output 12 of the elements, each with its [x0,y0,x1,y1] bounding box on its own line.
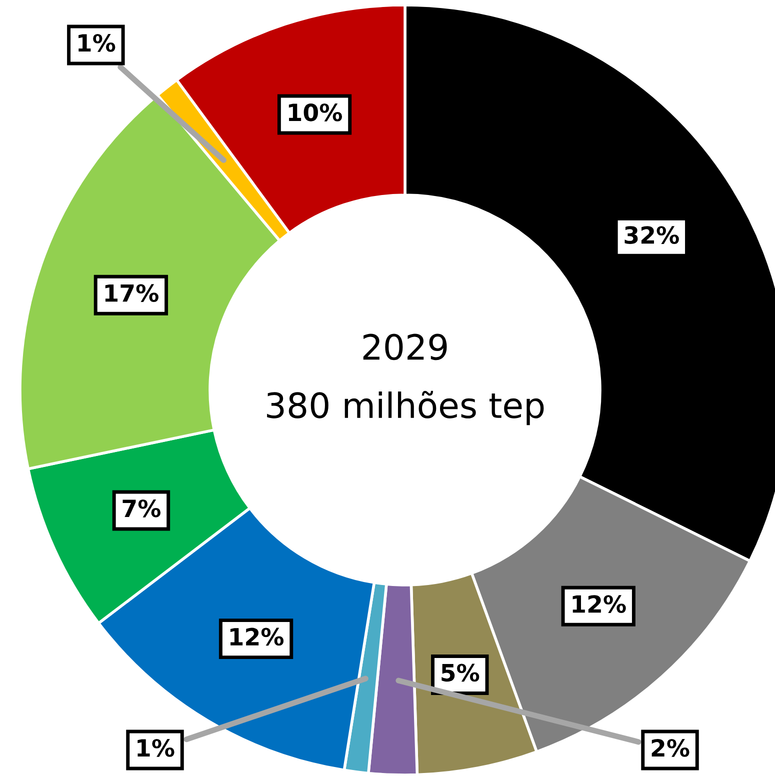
data-label: 1% [78,34,116,52]
data-label: 7% [122,499,160,518]
data-label: 32% [624,226,679,244]
data-label: 12% [572,595,626,613]
data-label: 5% [442,664,480,682]
text: 2029 [363,334,447,360]
data-label: 17% [105,284,158,302]
text: 380 milhões tep [267,390,544,426]
data-label: 2% [652,738,690,757]
data-label: 1% [138,738,174,757]
data-label: 10% [288,103,342,122]
data-label: 12% [230,628,284,646]
